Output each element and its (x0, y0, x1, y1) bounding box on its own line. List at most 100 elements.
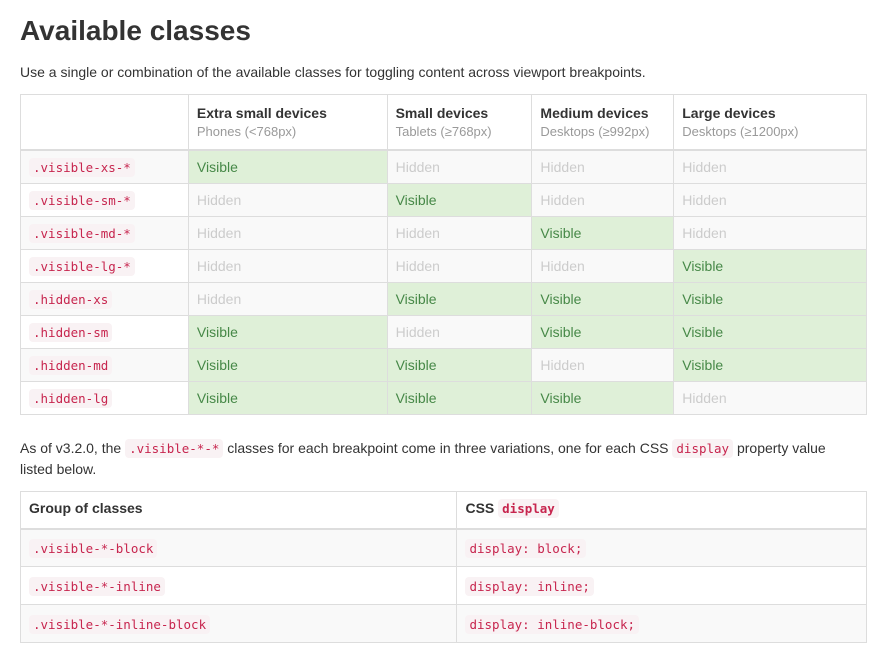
header-cell-xs: Extra small devices Phones (<768px) (187, 94, 388, 152)
class-name-cell: .hidden-lg (20, 381, 189, 416)
visible-state-cell: Visible (187, 381, 388, 416)
header-title: Extra small devices (196, 105, 327, 122)
content-container: Available classes Use a single or combin… (19, 15, 867, 644)
utility-class-row: .visible-lg-* Hidden Hidden Hidden Visible (20, 249, 867, 284)
display-table-header: Group of classes CSS display (19, 491, 867, 530)
hidden-state-cell: Hidden (673, 381, 867, 416)
variation-class-cell: .visible-*-inline-block (19, 604, 458, 644)
class-name-code: .hidden-xs (29, 290, 113, 310)
class-name-code: .hidden-lg (29, 389, 113, 409)
display-variation-row: .visible-*-inline display: inline; (19, 566, 867, 606)
hidden-state-cell: Hidden (673, 149, 867, 185)
utilities-table-header: Extra small devices Phones (<768px) Smal… (20, 94, 867, 152)
class-name-code: .hidden-md (29, 356, 113, 376)
visible-state-cell: Visible (673, 249, 867, 284)
utility-class-row: .hidden-lg Visible Visible Visible Hidden (20, 381, 867, 416)
variation-css-code: display: inline; (465, 576, 594, 596)
intro-paragraph: Use a single or combination of the avail… (20, 64, 646, 81)
hidden-state-cell: Hidden (531, 249, 675, 284)
variations-note: As of v3.2.0, the .visible-*-* classes f… (20, 438, 850, 479)
display-rows: .visible-*-block display: block; .visible-… (19, 528, 867, 644)
class-name-code: .visible-sm-* (29, 191, 135, 211)
header-cell-md: Medium devices Desktops (≥992px) (531, 94, 675, 152)
class-name-cell: .visible-lg-* (20, 249, 189, 284)
visible-state-cell: Visible (386, 348, 533, 383)
utility-class-row: .hidden-md Visible Visible Hidden Visible (20, 348, 867, 383)
visible-state-cell: Visible (673, 315, 867, 350)
note-text: As of v3.2.0, the (20, 440, 126, 457)
visible-state-cell: Visible (673, 282, 867, 317)
variation-css-cell: display: inline-block; (456, 604, 867, 644)
hidden-state-cell: Hidden (386, 216, 533, 251)
header-cell-empty (20, 94, 189, 152)
page-title: Available classes (20, 15, 251, 46)
variation-class-cell: .visible-*-block (19, 528, 458, 568)
hidden-state-cell: Hidden (386, 149, 533, 185)
visible-state-cell: Visible (531, 381, 675, 416)
css-display-header: CSS display (456, 491, 867, 530)
variation-class-code: .visible-*-block (29, 538, 158, 558)
class-name-code: .visible-md-* (29, 224, 135, 244)
class-name-code: .visible-xs-* (29, 158, 135, 178)
utility-class-row: .visible-sm-* Hidden Visible Hidden Hidden (20, 183, 867, 218)
class-name-code: .hidden-sm (29, 323, 113, 343)
display-variation-row: .visible-*-block display: block; (19, 528, 867, 568)
class-name-cell: .visible-xs-* (20, 149, 189, 185)
hidden-state-cell: Hidden (531, 183, 675, 218)
display-variation-row: .visible-*-inline-block display: inline-b… (19, 604, 867, 644)
variation-class-code: .visible-*-inline-block (29, 614, 211, 634)
utility-class-row: .visible-md-* Hidden Hidden Visible Hidden (20, 216, 867, 251)
visible-state-cell: Visible (386, 183, 533, 218)
visible-state-cell: Visible (187, 348, 388, 383)
utility-class-row: .hidden-xs Hidden Visible Visible Visible (20, 282, 867, 317)
header-subtitle: Phones (<768px) (196, 124, 297, 140)
header-cell-lg: Large devices Desktops (≥1200px) (673, 94, 867, 152)
note-text: classes for each breakpoint come in thre… (223, 440, 673, 457)
class-name-cell: .visible-sm-* (20, 183, 189, 218)
hidden-state-cell: Hidden (187, 183, 388, 218)
hidden-state-cell: Hidden (386, 249, 533, 284)
visible-state-cell: Visible (187, 149, 388, 185)
class-name-cell: .hidden-xs (20, 282, 189, 317)
hidden-state-cell: Hidden (531, 149, 675, 185)
header-subtitle: Tablets (≥768px) (395, 124, 492, 140)
class-name-code: .visible-lg-* (29, 257, 135, 277)
hidden-state-cell: Hidden (531, 348, 675, 383)
utility-class-row: .hidden-sm Visible Hidden Visible Visible (20, 315, 867, 350)
header-subtitle: Desktops (≥1200px) (682, 124, 799, 140)
hidden-state-cell: Hidden (386, 315, 533, 350)
class-name-cell: .visible-md-* (20, 216, 189, 251)
hidden-state-cell: Hidden (187, 282, 388, 317)
hidden-state-cell: Hidden (187, 216, 388, 251)
class-name-cell: .hidden-sm (20, 315, 189, 350)
utilities-header-row: Extra small devices Phones (<768px) Smal… (20, 94, 867, 152)
variation-class-cell: .visible-*-inline (19, 566, 458, 606)
utility-class-row: .visible-xs-* Visible Hidden Hidden Hidden (20, 149, 867, 185)
variation-css-code: display: block; (465, 538, 587, 558)
visible-state-cell: Visible (386, 282, 533, 317)
hidden-state-cell: Hidden (673, 216, 867, 251)
variation-class-code: .visible-*-inline (29, 576, 165, 596)
hidden-state-cell: Hidden (673, 183, 867, 218)
class-name-cell: .hidden-md (20, 348, 189, 383)
visible-state-cell: Visible (386, 381, 533, 416)
visible-star-code: .visible-*-* (125, 439, 224, 459)
display-header-code: display (498, 499, 559, 519)
variation-css-code: display: inline-block; (465, 614, 640, 634)
note-text: property value listed below. (20, 440, 826, 477)
header-subtitle: Desktops (≥992px) (540, 124, 650, 140)
header-title: Small devices (395, 105, 489, 122)
utilities-rows: .visible-xs-* Visible Hidden Hidden Hidden .v… (20, 149, 867, 416)
display-code: display (672, 439, 734, 459)
header-title: Large devices (682, 105, 776, 122)
visible-state-cell: Visible (531, 216, 675, 251)
visible-state-cell: Visible (187, 315, 388, 350)
responsive-utilities-table: Extra small devices Phones (<768px) Smal… (20, 94, 867, 416)
header-title: Medium devices (540, 105, 649, 122)
display-variations-table: Group of classes CSS display .visible-*-… (19, 491, 867, 644)
visible-state-cell: Visible (531, 282, 675, 317)
visible-state-cell: Visible (531, 315, 675, 350)
display-header-row: Group of classes CSS display (19, 491, 867, 530)
variation-css-cell: display: block; (456, 528, 867, 568)
